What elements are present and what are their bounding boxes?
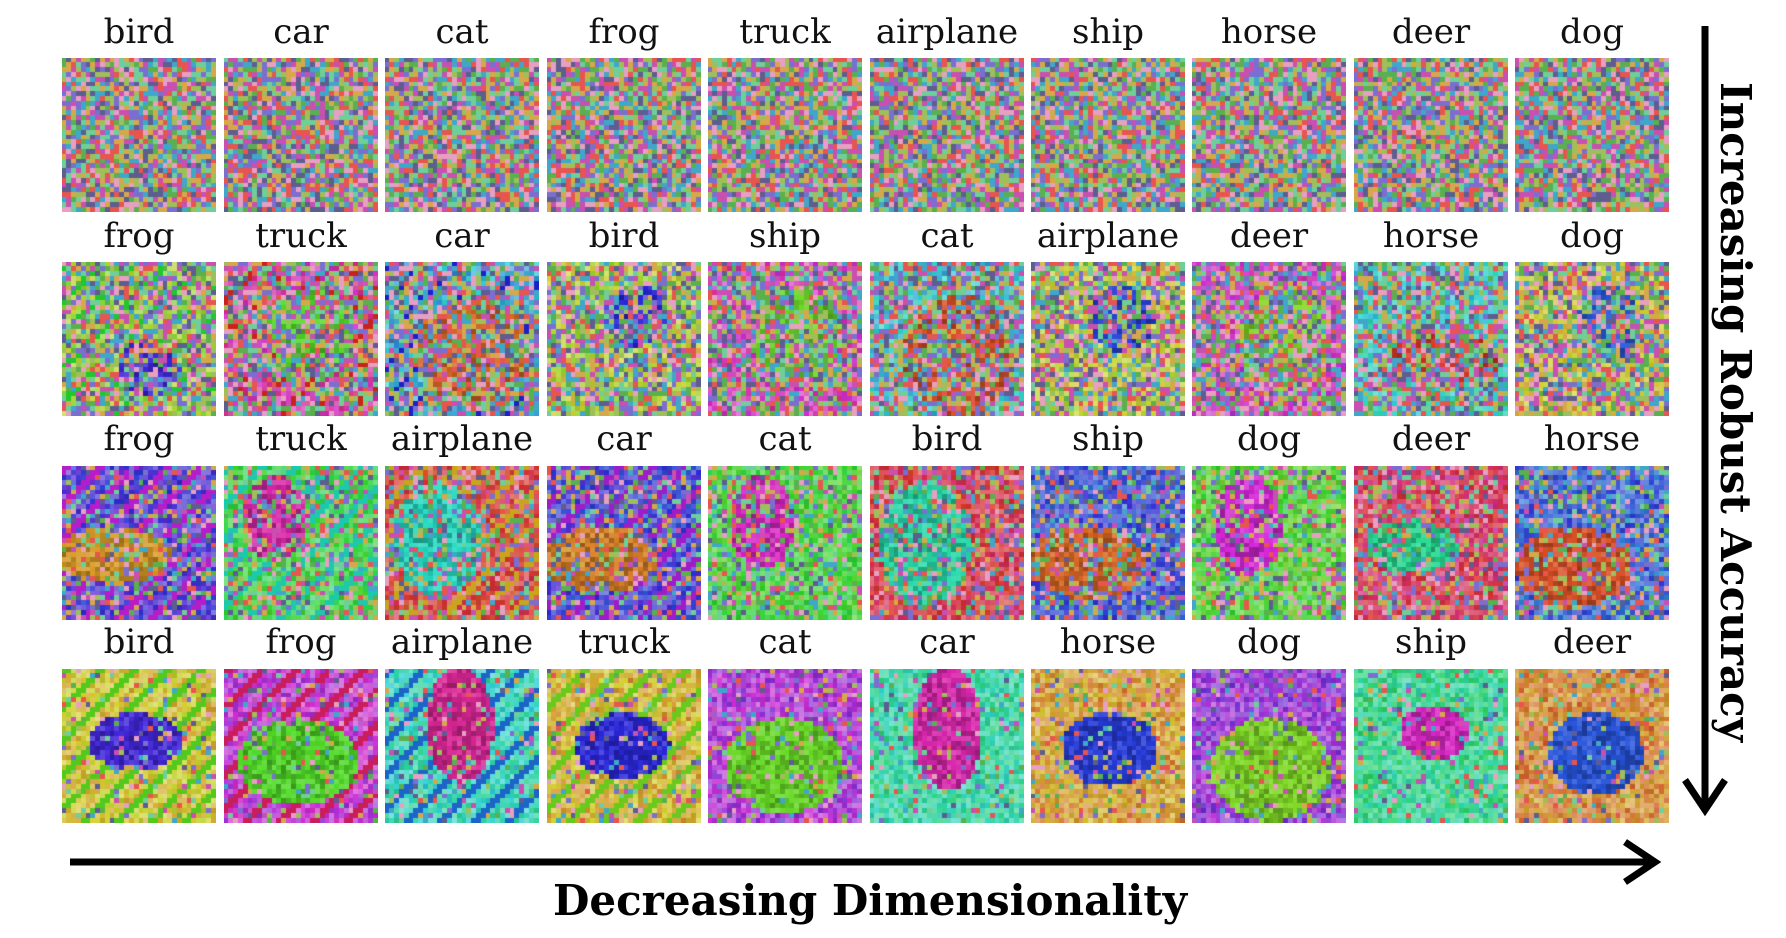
tile-label: deer [1391,419,1471,459]
tile-label: bird [103,12,175,52]
x-axis-label: Decreasing Dimensionality [552,876,1188,925]
tile-label: airplane [875,12,1019,52]
tile-label: car [919,622,975,662]
tile-label: frog [265,622,337,662]
y-axis-label: Increasing Robust Accuracy [1711,81,1760,743]
generated-image-tile [1192,58,1346,212]
generated-image-tile [870,58,1024,212]
tile-label: airplane [390,622,534,662]
tile-label: truck [255,419,347,459]
tile-label: deer [1229,216,1309,256]
generated-image-tile [1192,466,1346,620]
tile-label: ship [1072,12,1144,52]
generated-image-tile [224,669,378,823]
generated-image-tile [385,466,539,620]
generated-image-tile [62,466,216,620]
tile-label: cat [920,216,974,256]
tile-label: cat [435,12,489,52]
generated-image-tile [547,466,701,620]
generated-image-tile [1515,669,1669,823]
generated-image-tile [708,669,862,823]
tile-label: horse [1382,216,1480,256]
generated-image-tile [224,262,378,416]
vertical-arrow [1682,26,1728,817]
tile-label: dog [1237,622,1301,662]
generated-image-tile [1354,669,1508,823]
generated-image-tile [385,262,539,416]
tile-label: dog [1560,12,1624,52]
generated-image-tile [62,58,216,212]
tile-label: horse [1543,419,1641,459]
tile-label: ship [1395,622,1467,662]
tile-label: bird [588,216,660,256]
tile-label: cat [758,622,812,662]
generated-image-tile [870,669,1024,823]
tile-label: ship [749,216,821,256]
generated-image-tile [1515,58,1669,212]
tile-label: horse [1220,12,1318,52]
generated-image-tile [870,466,1024,620]
generated-image-tile [385,669,539,823]
tile-label: car [434,216,490,256]
tile-label: cat [758,419,812,459]
tile-label: airplane [390,419,534,459]
generated-image-tile [1354,58,1508,212]
tile-label: bird [911,419,983,459]
generated-image-tile [224,466,378,620]
generated-image-tile [1354,262,1508,416]
generated-image-tile [1354,466,1508,620]
generated-image-tile [1031,58,1185,212]
tile-label: truck [255,216,347,256]
generated-image-tile [870,262,1024,416]
tile-label: truck [739,12,831,52]
generated-image-tile [708,466,862,620]
generated-image-tile [1031,262,1185,416]
generated-image-tile [1031,466,1185,620]
tile-label: frog [103,216,175,256]
generated-image-tile [1515,262,1669,416]
tile-label: bird [103,622,175,662]
tile-label: dog [1237,419,1301,459]
generated-image-tile [547,58,701,212]
generated-image-tile [62,262,216,416]
generated-image-tile [547,669,701,823]
generated-image-tile [1031,669,1185,823]
generated-image-tile [385,58,539,212]
generated-image-tile [708,262,862,416]
generated-image-tile [62,669,216,823]
tile-label: horse [1059,622,1157,662]
tile-label: deer [1391,12,1471,52]
generated-image-tile [1192,262,1346,416]
tile-label: car [596,419,652,459]
generated-image-tile [1192,669,1346,823]
generated-image-tile [224,58,378,212]
tile-label: frog [588,12,660,52]
tile-label: deer [1552,622,1632,662]
generated-image-tile [547,262,701,416]
horizontal-arrow [70,839,1662,885]
tile-label: truck [578,622,670,662]
tile-label: airplane [1036,216,1180,256]
tile-label: ship [1072,419,1144,459]
tile-label: frog [103,419,175,459]
generated-image-tile [1515,466,1669,620]
tile-label: car [273,12,329,52]
tile-label: dog [1560,216,1624,256]
generated-image-tile [708,58,862,212]
